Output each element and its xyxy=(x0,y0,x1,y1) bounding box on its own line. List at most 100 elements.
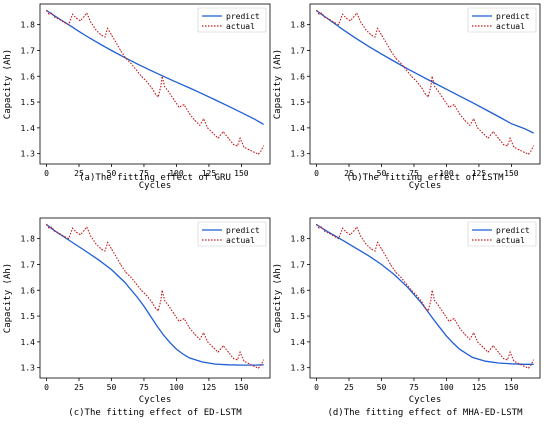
series-actual-point xyxy=(90,235,92,237)
series-actual-point xyxy=(95,29,97,31)
series-actual-point xyxy=(46,10,47,11)
series-actual-point xyxy=(527,367,529,369)
series-predict-point xyxy=(511,123,512,125)
series-actual-point xyxy=(107,242,108,243)
series-actual-point xyxy=(430,300,432,301)
series-actual-point xyxy=(395,57,397,59)
series-actual-point xyxy=(316,224,317,225)
series-predict-point xyxy=(254,118,255,120)
series-actual-point xyxy=(524,151,525,153)
series-actual-point xyxy=(370,34,372,36)
series-actual-point xyxy=(100,34,102,36)
series-actual-point xyxy=(370,248,372,250)
x-tick-label: 125 xyxy=(202,383,217,392)
series-actual-point xyxy=(254,151,255,153)
x-tick-label: 125 xyxy=(472,383,487,392)
x-tick-label: 150 xyxy=(504,383,519,392)
series-actual-point xyxy=(395,271,397,273)
series-predict-line xyxy=(316,223,534,365)
series-actual-point xyxy=(254,365,255,367)
series-actual-point xyxy=(239,137,241,139)
series-predict-point xyxy=(189,87,190,89)
series-actual-point xyxy=(477,127,479,129)
y-tick-label: 1.4 xyxy=(291,338,306,347)
series-predict-point xyxy=(335,24,337,26)
y-tick-label: 1.4 xyxy=(21,338,36,347)
series-actual-point xyxy=(217,137,219,139)
series-actual-point xyxy=(438,91,440,93)
series-actual-point xyxy=(323,16,325,18)
series-actual-point xyxy=(59,19,60,20)
series-actual-point xyxy=(323,230,325,232)
series-actual-point xyxy=(194,333,196,335)
series-actual-point xyxy=(360,235,362,237)
series-actual-point xyxy=(72,227,73,229)
series-predict-point xyxy=(524,363,525,365)
x-axis-label: Cycles xyxy=(139,395,172,405)
series-predict-point xyxy=(459,348,460,350)
series-predict-point xyxy=(176,348,177,350)
series-actual-point xyxy=(68,24,69,26)
series-actual-point xyxy=(130,62,132,64)
series-actual-point xyxy=(161,289,163,291)
series-predict-point xyxy=(472,356,473,358)
series-actual-point xyxy=(431,75,433,77)
series-actual-point xyxy=(64,22,66,23)
series-actual-point xyxy=(157,310,159,312)
series-actual-point xyxy=(482,132,484,134)
series-predict-point xyxy=(533,363,534,365)
series-actual-point xyxy=(263,359,264,361)
series-actual-point xyxy=(79,20,81,22)
series-predict-point xyxy=(439,327,441,329)
series-actual-point xyxy=(243,146,245,148)
series-actual-point xyxy=(168,305,170,307)
series-actual-point xyxy=(51,226,53,228)
series-actual-point xyxy=(228,137,229,139)
y-tick-label: 1.6 xyxy=(291,286,306,295)
series-predict-point xyxy=(215,363,216,365)
y-tick-label: 1.7 xyxy=(21,46,36,55)
y-tick-label: 1.3 xyxy=(291,364,306,373)
series-predict-point xyxy=(111,50,112,51)
series-actual-point xyxy=(257,367,259,369)
legend-label-actual: actual xyxy=(226,236,255,245)
series-actual-point xyxy=(164,300,166,301)
series-actual-point xyxy=(233,358,235,360)
series-actual-point xyxy=(59,233,60,234)
y-tick-label: 1.8 xyxy=(291,21,306,30)
series-predict-point xyxy=(381,53,382,55)
series-actual-point xyxy=(173,313,175,314)
series-actual-point xyxy=(107,28,108,29)
panel-caption: (a)The fitting effect of GRU xyxy=(79,173,231,183)
y-tick-label: 1.4 xyxy=(21,124,36,133)
series-actual-point xyxy=(459,113,460,115)
series-actual-point xyxy=(381,34,382,36)
series-actual-point xyxy=(459,327,460,329)
series-actual-point xyxy=(212,132,214,134)
y-tick-label: 1.7 xyxy=(291,46,306,55)
series-actual-point xyxy=(338,24,339,26)
y-tick-label: 1.5 xyxy=(291,98,306,107)
series-actual-point xyxy=(349,234,351,236)
series-actual-point xyxy=(83,229,85,231)
y-tick-label: 1.5 xyxy=(21,98,36,107)
series-predict-point xyxy=(368,255,369,257)
x-tick-label: 100 xyxy=(169,383,184,392)
series-actual-point xyxy=(498,137,499,139)
series-predict-point xyxy=(111,269,112,271)
series-predict-point xyxy=(446,88,447,90)
x-tick-label: 0 xyxy=(314,383,319,392)
series-predict-point xyxy=(228,105,229,107)
series-actual-point xyxy=(237,145,238,147)
y-axis-label: Capacity (Ah) xyxy=(3,263,13,333)
series-actual-point xyxy=(125,57,127,59)
series-actual-point xyxy=(507,359,508,361)
series-actual-point xyxy=(374,36,376,38)
series-predict-point xyxy=(407,68,408,70)
series-actual-point xyxy=(448,106,450,108)
series-actual-point xyxy=(416,81,417,82)
series-actual-point xyxy=(356,12,358,14)
series-actual-point xyxy=(75,17,77,19)
series-predict-point xyxy=(78,30,80,32)
series-actual-point xyxy=(374,250,376,252)
